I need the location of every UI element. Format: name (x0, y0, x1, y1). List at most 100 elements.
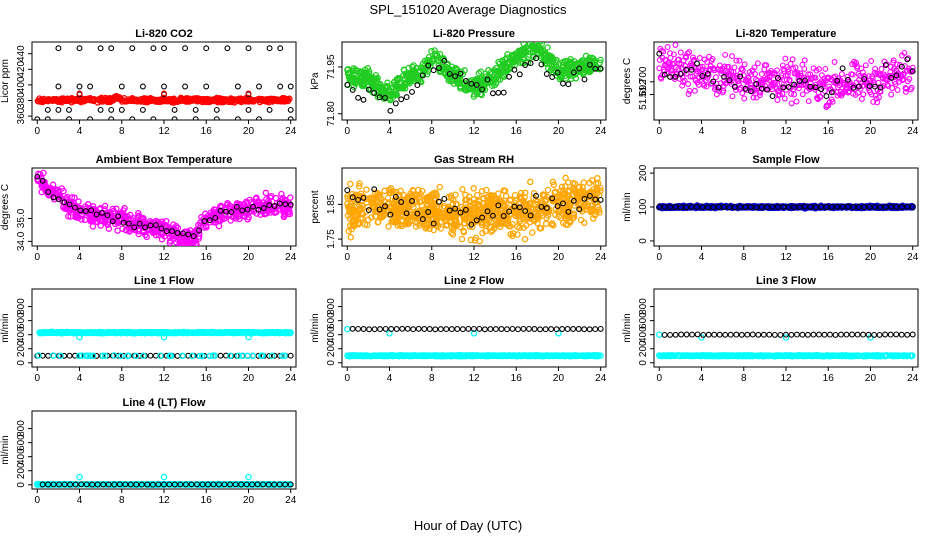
data-point-magenta (750, 94, 757, 101)
y-axis-label: kPa (310, 72, 321, 90)
data-point-cyan (283, 329, 290, 336)
data-point-magenta (681, 77, 688, 84)
data-point-magenta (677, 49, 684, 56)
data-point-magenta (672, 42, 679, 48)
series-group (344, 42, 604, 114)
data-point-cyan (75, 352, 83, 360)
data-point-black (780, 84, 787, 91)
data-point-black (88, 207, 95, 214)
data-point-magenta (888, 91, 895, 98)
data-point-black (66, 201, 73, 208)
data-point-black (169, 228, 176, 235)
y-tick-label: 600 (16, 312, 27, 329)
data-point-cyan (196, 352, 204, 360)
data-point-black (538, 61, 545, 68)
data-point-cyan (101, 352, 109, 359)
data-point-magenta (887, 63, 894, 70)
data-point-black (76, 45, 83, 52)
data-point-magenta (175, 231, 183, 238)
data-point-orange (509, 230, 517, 237)
data-point-black (452, 73, 459, 80)
data-point-cyan (249, 352, 256, 360)
data-point-black (441, 57, 448, 64)
data-point-orange (449, 231, 457, 238)
x-tick-label: 20 (243, 126, 255, 137)
data-point-red (142, 95, 150, 103)
data-point-green (475, 69, 483, 77)
data-point-orange (570, 214, 578, 221)
data-point-green (431, 50, 439, 58)
data-point-orange (552, 188, 559, 195)
data-point-green (495, 58, 502, 66)
data-point-orange (479, 229, 486, 237)
data-point-black (213, 116, 220, 120)
data-point-black (452, 205, 459, 212)
data-point-red (205, 96, 212, 104)
data-point-black (715, 204, 722, 210)
data-point-cyan (111, 329, 119, 336)
data-point-black (349, 194, 356, 201)
y-tick-label: 0 (326, 360, 337, 366)
data-point-black (554, 69, 561, 76)
data-point-black (441, 195, 448, 202)
data-point-orange (449, 200, 457, 208)
data-point-orange (514, 231, 521, 238)
data-point-black (753, 81, 760, 87)
y-tick-label: 400 (16, 326, 27, 343)
data-point-black (419, 72, 426, 79)
data-point-black (55, 196, 62, 203)
data-point-orange (370, 195, 377, 203)
data-point-cyan (279, 352, 286, 360)
data-point-orange (517, 189, 525, 197)
data-point-cyan (69, 329, 77, 336)
data-point-magenta (902, 88, 909, 95)
data-point-magenta (721, 63, 728, 70)
data-point-cyan (35, 352, 42, 359)
x-tick-label: 12 (780, 252, 792, 263)
data-point-black (538, 203, 545, 210)
data-point-black (414, 210, 421, 217)
data-point-black (489, 212, 496, 219)
data-point-green (513, 50, 520, 58)
data-point-black (34, 116, 41, 120)
data-point-black (855, 204, 862, 211)
data-point-black (747, 204, 754, 211)
data-point-magenta (859, 69, 866, 76)
data-point-black (785, 204, 792, 211)
data-point-red (179, 96, 186, 104)
data-point-orange (346, 180, 354, 188)
data-point-black (893, 72, 900, 79)
data-point-black (163, 352, 170, 359)
x-tick-label: 4 (77, 373, 83, 384)
data-point-red (218, 96, 226, 104)
data-point-cyan (198, 352, 206, 360)
data-point-black (861, 204, 868, 211)
data-point-black (462, 78, 469, 84)
x-tick-label: 0 (344, 126, 350, 137)
data-point-magenta (754, 60, 761, 67)
data-point-magenta (883, 61, 890, 68)
data-point-black (266, 106, 273, 113)
x-tick-label: 24 (285, 126, 297, 137)
data-point-black (87, 83, 94, 90)
data-point-black (266, 45, 273, 52)
data-point-red (76, 90, 83, 97)
data-point-black (688, 203, 695, 210)
data-point-cyan (265, 329, 272, 336)
data-point-cyan (286, 329, 293, 336)
data-point-black (533, 55, 539, 62)
data-point-black (158, 225, 165, 232)
data-point-magenta (788, 90, 795, 97)
data-point-magenta (774, 97, 781, 103)
data-point-orange (511, 191, 519, 199)
data-point-magenta (245, 213, 252, 221)
y-tick-label: 34.0 (16, 231, 27, 251)
data-point-black (150, 45, 157, 52)
data-point-orange (355, 183, 363, 190)
y-tick-label: 51.692 (638, 79, 649, 110)
data-point-magenta (786, 77, 793, 83)
data-point-black (66, 116, 72, 120)
data-point-black (823, 204, 830, 210)
x-tick-label: 8 (119, 126, 125, 137)
